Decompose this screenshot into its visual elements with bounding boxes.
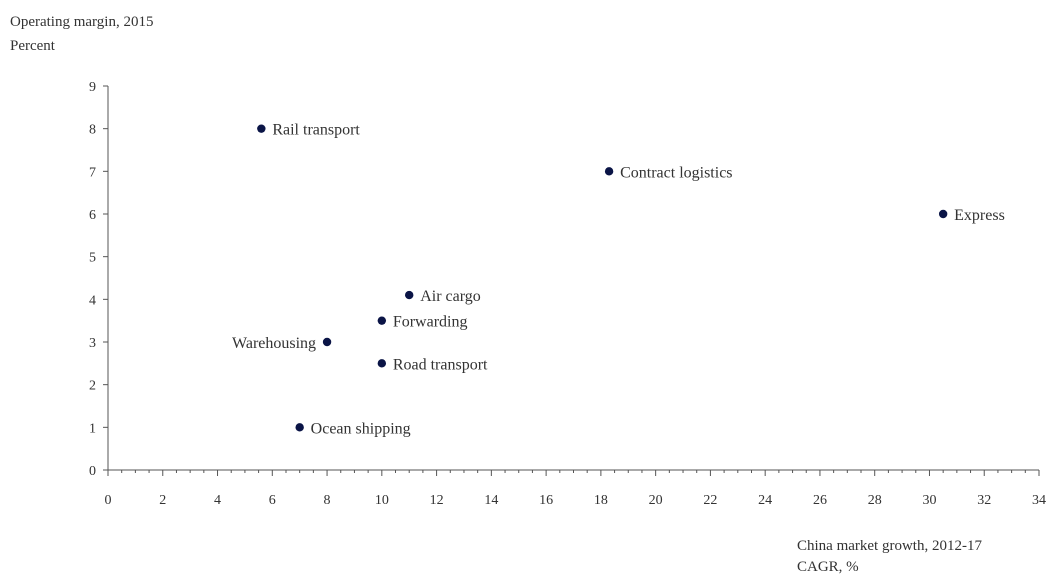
data-points: Rail transport Contract logistics Express A… [232, 122, 1005, 438]
x-tick-label: 16 [539, 493, 553, 508]
data-point-group: Rail transport [257, 122, 360, 139]
data-point [377, 359, 387, 368]
x-tick-label: 12 [430, 493, 444, 508]
data-point-label: Warehousing [232, 335, 316, 352]
x-tick-label: 18 [594, 493, 608, 508]
data-point [377, 316, 387, 325]
data-point [938, 209, 948, 219]
data-point [322, 337, 332, 347]
data-point [405, 290, 414, 300]
y-tick-label: 0 [89, 464, 96, 479]
data-point-group: Warehousing [232, 335, 332, 352]
y-tick-label: 9 [89, 80, 96, 95]
data-point [295, 423, 304, 432]
x-ticks: 0 2 4 6 8 10 12 14 16 18 20 22 24 26 28 30 32 34 [105, 470, 1046, 508]
y-tick-label: 5 [89, 251, 96, 266]
y-ticks: 0 1 2 3 4 5 6 7 8 9 [89, 80, 108, 479]
x-tick-label: 24 [758, 493, 772, 508]
data-point-label: Road transport [393, 356, 488, 373]
y-axis-title: Operating margin, 2015 [10, 14, 154, 30]
x-axis-title: China market growth, 2012-17 [797, 538, 982, 554]
data-point-label: Contract logistics [620, 164, 732, 181]
y-tick-label: 4 [89, 293, 96, 308]
y-tick-label: 3 [89, 336, 96, 351]
x-axis-unit: CAGR, % [797, 559, 859, 575]
x-tick-label: 34 [1032, 493, 1046, 508]
x-tick-label: 6 [269, 493, 276, 508]
y-axis-unit: Percent [10, 38, 55, 54]
data-point-label: Express [954, 207, 1005, 224]
x-tick-label: 4 [214, 493, 221, 508]
x-tick-label: 10 [375, 493, 389, 508]
data-point-group: Road transport [377, 356, 488, 373]
x-tick-label: 20 [649, 493, 663, 508]
data-point-label: Forwarding [393, 314, 468, 331]
data-point-label: Rail transport [272, 122, 360, 139]
data-point [257, 124, 266, 133]
x-tick-label: 28 [868, 493, 882, 508]
x-tick-label: 8 [324, 493, 331, 508]
data-point-group: Express [938, 207, 1005, 224]
data-point-label: Air cargo [420, 288, 481, 305]
data-point-group: Contract logistics [604, 164, 733, 181]
data-point-group: Forwarding [377, 314, 468, 331]
x-tick-label: 32 [977, 493, 991, 508]
y-tick-label: 8 [89, 123, 96, 138]
x-tick-label: 30 [922, 493, 936, 508]
y-tick-label: 1 [89, 421, 96, 436]
x-tick-label: 22 [703, 493, 717, 508]
data-point-group: Ocean shipping [295, 420, 411, 437]
y-tick-label: 2 [89, 379, 96, 394]
x-tick-label: 26 [813, 493, 827, 508]
data-point-group: Air cargo [405, 288, 481, 305]
data-point-label: Ocean shipping [311, 420, 411, 437]
x-tick-label: 0 [105, 493, 112, 508]
data-point [604, 167, 614, 176]
x-tick-label: 2 [159, 493, 166, 508]
y-tick-label: 6 [89, 208, 96, 223]
axes [107, 86, 1039, 471]
y-tick-label: 7 [89, 165, 96, 180]
x-tick-label: 14 [484, 493, 498, 508]
